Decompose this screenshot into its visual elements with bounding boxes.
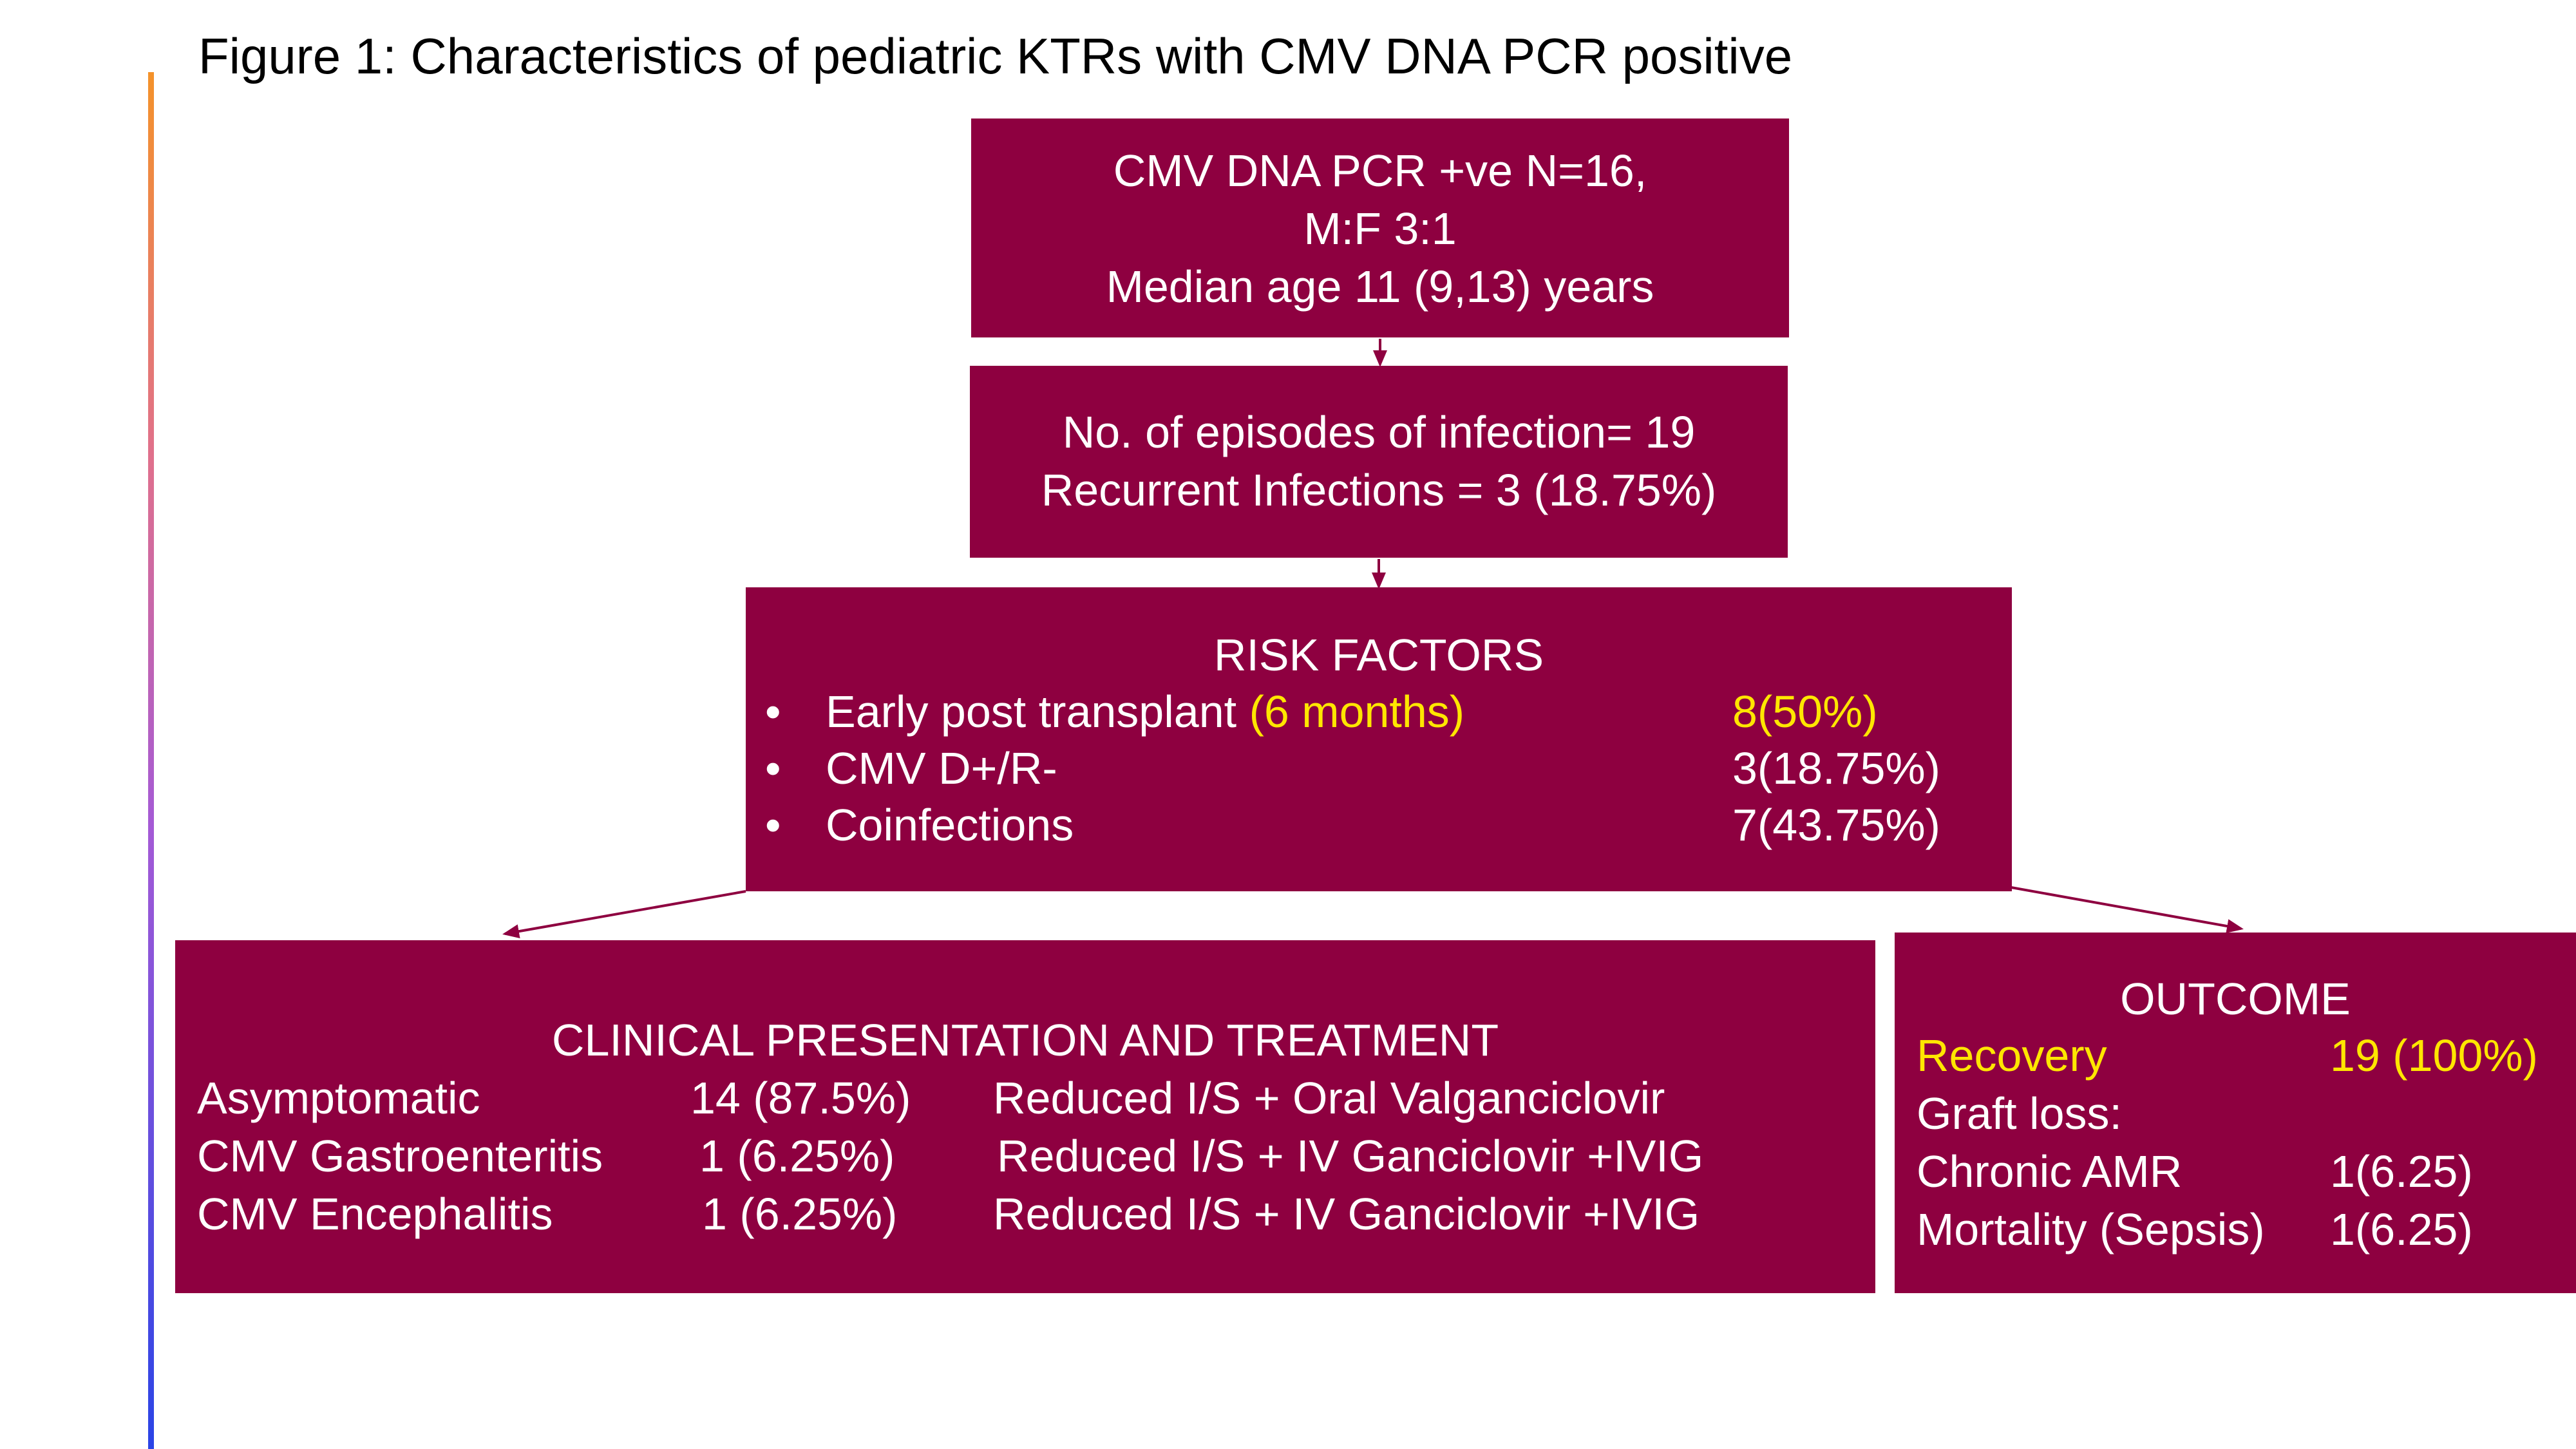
clinical-presentation-box: CLINICAL PRESENTATION AND TREATMENT Asym…: [175, 940, 1875, 1293]
outcome-recovery-value: 19 (100%): [2330, 1030, 2538, 1081]
clinical-heading: CLINICAL PRESENTATION AND TREATMENT: [551, 1015, 1499, 1065]
risk-heading: RISK FACTORS: [1213, 630, 1544, 680]
summary-line-2: M:F 3:1: [1303, 204, 1457, 254]
outcome-chronic-amr-value: 1(6.25): [2330, 1146, 2473, 1197]
clinical-row-3-presentation: CMV Encephalitis: [197, 1189, 553, 1239]
summary-line-3: Median age 11 (9,13) years: [1106, 261, 1654, 312]
outcome-box: OUTCOME Recovery 19 (100%) Graft loss: C…: [1895, 933, 2576, 1293]
clinical-row-2-count: 1 (6.25%): [699, 1131, 895, 1181]
risk-item-2-label: CMV D+/R-: [826, 743, 1057, 793]
risk-item-label: Early post transplant (6 months): [826, 683, 1464, 741]
clinical-row-1-treatment: Reduced I/S + Oral Valganciclovir: [993, 1073, 1665, 1123]
clinical-row-3-treatment: Reduced I/S + IV Ganciclovir +IVIG: [993, 1189, 1700, 1239]
arrow-risk-to-clinical: [502, 890, 746, 939]
risk-item-3-value: 7(43.75%): [1732, 800, 1940, 850]
outcome-mortality-label: Mortality (Sepsis): [1917, 1204, 2265, 1255]
risk-factors-box: RISK FACTORS • Early post transplant (6 …: [746, 587, 2012, 891]
side-accent-bar: [148, 72, 154, 1449]
outcome-recovery-label: Recovery: [1917, 1030, 2107, 1081]
episodes-line-1: No. of episodes of infection= 19: [1062, 407, 1696, 457]
episodes-line-2: Recurrent Infections = 3 (18.75%): [1041, 465, 1717, 515]
figure-title: Figure 1: Characteristics of pediatric K…: [198, 28, 1793, 84]
risk-bullet-1: •: [765, 687, 781, 737]
risk-bullet-3: •: [765, 800, 781, 850]
risk-bullet-2: •: [765, 743, 781, 793]
arrow-risk-to-outcome: [2011, 886, 2244, 933]
outcome-chronic-amr-label: Chronic AMR: [1917, 1146, 2183, 1197]
clinical-row-2-presentation: CMV Gastroenteritis: [197, 1131, 603, 1181]
risk-item-1-note: (6 months): [1249, 687, 1465, 737]
risk-item-1-label: Early post transplant: [826, 687, 1237, 737]
clinical-row-1-count: 14 (87.5%): [690, 1073, 911, 1123]
summary-box: CMV DNA PCR +ve N=16, M:F 3:1 Median age…: [971, 118, 1789, 337]
outcome-mortality-value: 1(6.25): [2330, 1204, 2473, 1255]
clinical-row-2-treatment: Reduced I/S + IV Ganciclovir +IVIG: [997, 1131, 1704, 1181]
outcome-graft-loss-label: Graft loss:: [1917, 1088, 2122, 1139]
clinical-row-3-count: 1 (6.25%): [702, 1189, 898, 1239]
outcome-heading: OUTCOME: [2120, 974, 2351, 1024]
clinical-row-1-presentation: Asymptomatic: [197, 1073, 480, 1123]
risk-item-2-value: 3(18.75%): [1732, 743, 1940, 793]
risk-item-3-label: Coinfections: [826, 800, 1074, 850]
summary-line-1: CMV DNA PCR +ve N=16,: [1113, 146, 1647, 196]
risk-item-1-value: 8(50%): [1732, 687, 1878, 737]
episodes-box: No. of episodes of infection= 19 Recurre…: [970, 366, 1788, 558]
